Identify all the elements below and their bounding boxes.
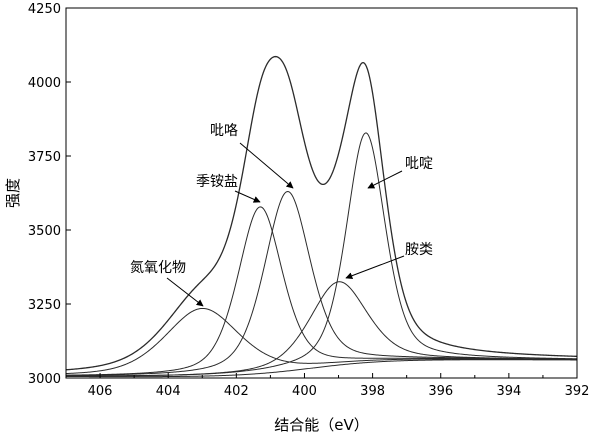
component-peak-curve [65, 191, 578, 376]
x-tick-label: 396 [428, 384, 453, 399]
x-axis-label: 结合能（eV） [274, 416, 369, 434]
y-axis-label: 强度 [4, 178, 22, 208]
x-tick-label: 398 [360, 384, 385, 399]
annotation-arrow [367, 170, 403, 189]
x-tick-label: 394 [496, 384, 521, 399]
component-peak-curve [65, 206, 577, 376]
x-tick-label: 404 [156, 384, 181, 399]
x-tick-label: 392 [565, 384, 590, 399]
component-peak-curve [66, 281, 578, 377]
peak-label: 季铵盐 [196, 174, 238, 190]
annotation-arrow [166, 277, 204, 307]
background-curve [65, 359, 577, 378]
plot-area [65, 55, 578, 378]
peak-label: 吡啶 [405, 156, 433, 172]
component-peak-curve [65, 307, 578, 375]
annotation-arrow [234, 190, 261, 203]
y-tick-label: 3500 [28, 224, 61, 239]
y-tick-label: 3250 [28, 298, 61, 313]
x-tick-label: 402 [224, 384, 249, 399]
axis-ticks [65, 7, 578, 379]
y-tick-label: 3000 [28, 372, 61, 387]
y-tick-label: 3750 [28, 150, 61, 165]
x-tick-label: 400 [292, 384, 317, 399]
peak-label: 胺类 [405, 242, 433, 258]
peak-label: 吡咯 [210, 123, 238, 139]
y-tick-label: 4250 [28, 2, 61, 17]
plot-frame [65, 7, 578, 379]
y-tick-label: 4000 [28, 76, 61, 91]
x-tick-label: 406 [88, 384, 113, 399]
annotation-arrow [239, 142, 294, 189]
component-peak-curve [66, 132, 578, 377]
envelope-curve [65, 55, 578, 371]
peak-label: 氮氧化物 [130, 260, 186, 276]
annotation-arrow [345, 255, 405, 280]
